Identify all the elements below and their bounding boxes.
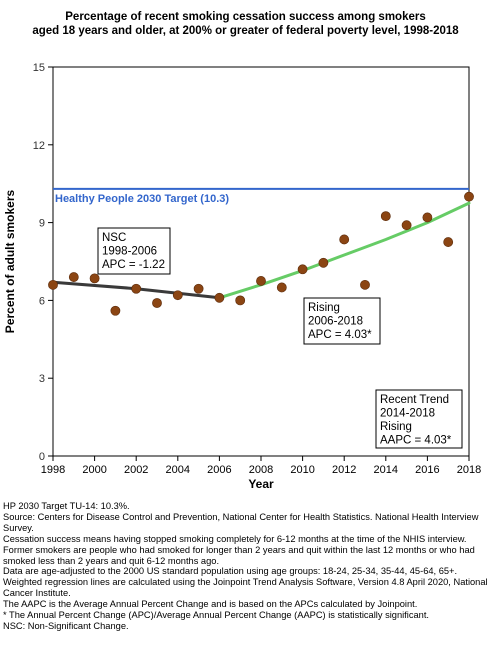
footnote: Source: Centers for Disease Control and …	[3, 511, 479, 533]
footnote: Cessation success means having stopped s…	[3, 533, 475, 566]
x-tick-label: 2002	[124, 464, 148, 476]
y-tick-label: 6	[39, 295, 45, 307]
data-point	[256, 276, 266, 286]
y-tick-label: 12	[33, 140, 45, 152]
data-point	[401, 220, 412, 231]
annotation-rising-text: 2006-2018	[308, 316, 363, 328]
x-axis-label: Year	[248, 477, 274, 491]
x-tick-label: 2006	[207, 464, 231, 476]
annotation-nsc-text: 1998-2006	[102, 246, 157, 258]
data-point	[193, 283, 204, 294]
chart: 0 3 6 9 12 15 1998 2000 2002 2004 2006 2008 2010 2012…	[3, 62, 481, 491]
annotation-rising-box	[303, 297, 381, 345]
x-tick-label: 2008	[249, 464, 273, 476]
chart-title-line-1: Percentage of recent smoking cessation s…	[65, 11, 426, 23]
x-tick-label: 2004	[166, 464, 190, 476]
x-tick-label: 2016	[415, 464, 439, 476]
data-point	[214, 292, 225, 303]
target-label: Healthy People 2030 Target (10.3)	[55, 193, 229, 205]
chart-title: Percentage of recent smoking cessation s…	[0, 10, 491, 38]
y-axis-label: Percent of adult smokers	[3, 189, 17, 333]
data-point	[318, 257, 329, 268]
footnote: The AAPC is the Average Annual Percent C…	[3, 599, 418, 610]
data-point	[131, 283, 142, 294]
data-point	[110, 305, 121, 316]
x-tick-label: 2010	[290, 464, 314, 476]
data-point	[276, 282, 287, 293]
annotation-recent-trend-text: Recent Trend	[380, 394, 449, 406]
y-tick-label: 15	[33, 62, 45, 74]
chart-title-line-2: aged 18 years and older, at 200% or grea…	[32, 25, 459, 37]
annotation-rising-text: Rising	[308, 302, 340, 314]
data-point	[464, 191, 474, 202]
data-point	[422, 212, 433, 223]
footnote: * The Annual Percent Change (APC)/Averag…	[3, 610, 429, 621]
data-point	[235, 295, 246, 306]
annotation-rising-text: APC = 4.03*	[308, 329, 372, 341]
data-point	[360, 279, 370, 290]
x-tick-label: 2000	[82, 464, 106, 476]
footnote: HP 2030 Target TU-14: 10.3%.	[3, 501, 130, 511]
footnotes: HP 2030 Target TU-14: 10.3%. Source: Cen…	[3, 501, 489, 632]
data-point	[89, 273, 100, 284]
annotation-recent-trend-text: 2014-2018	[380, 408, 435, 420]
y-tick-label: 3	[39, 373, 45, 385]
annotation-nsc-text: NSC	[102, 232, 126, 244]
y-tick-label: 0	[39, 451, 45, 463]
annotation-recent-trend-box	[375, 389, 463, 449]
data-point	[297, 264, 308, 275]
annotation-nsc-box	[97, 227, 171, 275]
data-point	[152, 298, 162, 308]
data-point	[68, 272, 79, 282]
data-point	[339, 234, 350, 245]
footnote: Data are age-adjusted to the 2000 US sta…	[3, 566, 458, 577]
x-tick-label: 2018	[457, 464, 481, 476]
x-tick-label: 1998	[41, 464, 65, 476]
data-point	[443, 237, 454, 247]
x-tick-label: 2014	[374, 464, 398, 476]
annotation-recent-trend-text: AAPC = 4.03*	[380, 435, 452, 447]
x-tick-label: 2012	[332, 464, 356, 476]
y-tick-label: 9	[39, 218, 45, 230]
annotation-recent-trend-text: Rising	[380, 421, 412, 433]
data-point	[172, 290, 183, 301]
footnote: Weighted regression lines are calculated…	[3, 577, 488, 599]
footnote: NSC: Non-Significant Change.	[3, 620, 129, 631]
data-point	[380, 211, 391, 222]
data-point	[48, 279, 58, 290]
annotation-nsc-text: APC = -1.22	[102, 259, 165, 271]
